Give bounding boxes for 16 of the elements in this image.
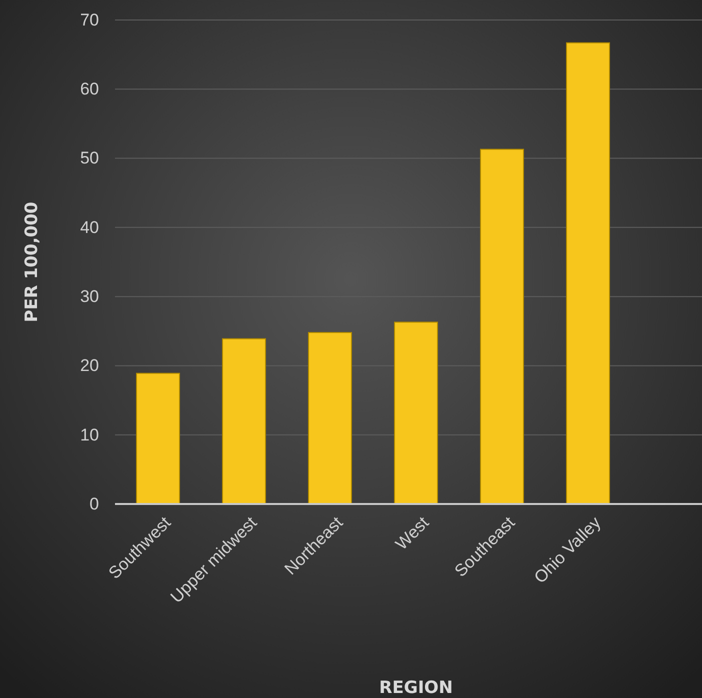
bar	[136, 372, 180, 504]
bar	[222, 338, 266, 504]
bar	[480, 148, 524, 504]
y-tick-label: 30	[80, 287, 99, 306]
x-axis-title: REGION	[379, 678, 453, 698]
y-tick-label: 20	[80, 356, 99, 376]
bar	[566, 42, 610, 504]
y-tick-label: 70	[80, 10, 99, 30]
y-tick-label: 40	[80, 218, 99, 237]
y-tick-label: 10	[80, 425, 99, 444]
y-axis-title: PER 100,000	[22, 202, 42, 322]
y-tick-label: 50	[80, 148, 99, 168]
bar	[394, 322, 438, 504]
bar	[308, 332, 352, 504]
y-tick-label: 0	[90, 494, 99, 514]
y-tick-label: 60	[80, 80, 99, 99]
